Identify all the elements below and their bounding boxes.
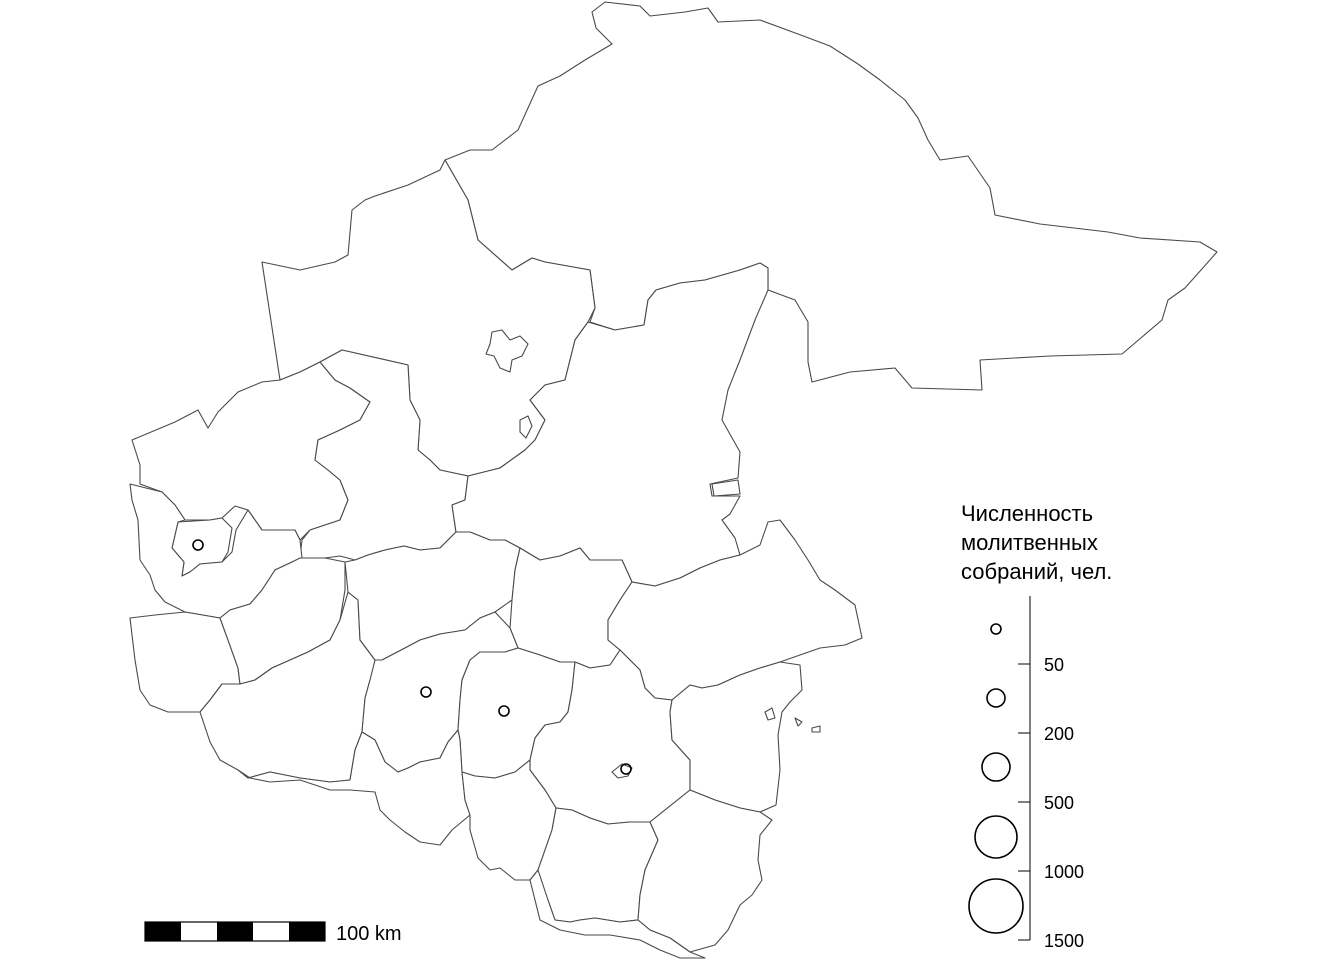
legend-circle-50 [990, 623, 1002, 635]
scale-bar-label: 100 km [336, 923, 402, 945]
district-south-c [637, 789, 773, 953]
lake-east [711, 479, 741, 497]
legend-circle-200 [986, 688, 1006, 708]
legend-tick-label: 1500 [1044, 931, 1084, 951]
scale-bar-segment [289, 922, 325, 941]
district-south-d [529, 869, 706, 959]
legend-circle-1500 [968, 878, 1024, 934]
legend-circle-1000 [974, 815, 1018, 859]
settlement-center [498, 705, 510, 717]
legend-title-line: Численность [961, 501, 1094, 526]
legend-tick-label: 200 [1044, 724, 1074, 744]
island-2 [794, 717, 803, 727]
legend-tick-label: 50 [1044, 655, 1064, 675]
settlement-center-west [420, 686, 432, 698]
scale-bar-segment [145, 922, 181, 941]
legend-circle-500 [981, 752, 1011, 782]
district-southwest-2 [237, 729, 471, 846]
legend-title: Численность молитвенных собраний, чел. [961, 499, 1112, 586]
lake-center [519, 415, 533, 439]
legend-title-line: молитвенных [961, 530, 1098, 555]
legend-tick-label: 1000 [1044, 862, 1084, 882]
lake-north [485, 329, 529, 373]
district-boundaries [129, 1, 1218, 959]
settlement-west [192, 539, 204, 551]
district-southwest [129, 483, 303, 619]
island-1 [764, 707, 776, 721]
scale-bar-segment [217, 922, 253, 941]
settlement-points [192, 539, 632, 775]
settlement-center-south [620, 763, 632, 775]
legend-title-line: собраний, чел. [961, 559, 1113, 584]
district-center-b [509, 547, 633, 669]
legend-scale: 50 200 500 1000 1500 [968, 596, 1084, 951]
scale-bar-segment [253, 928, 289, 935]
district-east-south [669, 661, 803, 813]
legend-tick-label: 500 [1044, 793, 1074, 813]
scale-bar-segment [181, 928, 217, 935]
island-3 [811, 725, 821, 733]
scale-bar: 100 km [144, 921, 402, 945]
